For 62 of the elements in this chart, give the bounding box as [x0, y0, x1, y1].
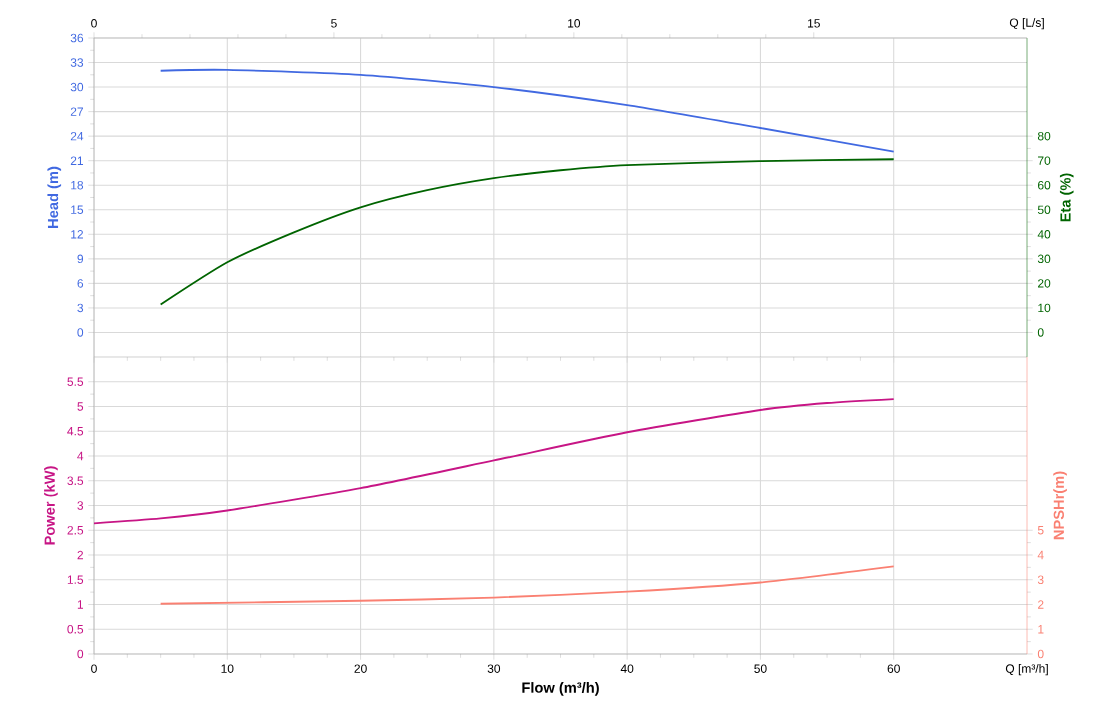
line-series — [159, 68, 895, 153]
y-tick-label: 1.5 — [67, 575, 84, 584]
y2-tick-label: 40 — [1037, 230, 1051, 239]
x2-tick-label: 15 — [808, 19, 820, 28]
y-tick-label: 4.5 — [67, 427, 84, 436]
y-tick-label: 3 — [77, 303, 84, 313]
y2-axis-title: NPSHr(m) — [1053, 471, 1067, 540]
y2-tick-label: 20 — [1038, 279, 1051, 288]
y2-tick-label: 5 — [1037, 526, 1044, 535]
y-tick-label: 15 — [71, 205, 84, 214]
x2-tick-label: 0 — [91, 19, 97, 28]
x2-axis-title: Q [L/s] — [1009, 18, 1044, 30]
y-tick-label: 5.5 — [67, 377, 84, 386]
y2-tick-label: 2 — [1038, 600, 1044, 609]
y2-tick-label: 50 — [1037, 205, 1051, 215]
x-tick-label: 10 — [221, 664, 234, 673]
y-tick-label: 0 — [77, 328, 84, 337]
y2-tick-label: 80 — [1037, 131, 1051, 141]
y-tick-label: 1 — [77, 600, 84, 609]
y-tick-label: 27 — [70, 107, 83, 116]
x-tick-label: 30 — [487, 664, 501, 673]
y2-axis-title: Eta (%) — [1059, 173, 1074, 222]
x2-tick-label: 10 — [568, 19, 581, 28]
y-axis-title: Head (m) — [47, 166, 62, 228]
line-series — [159, 565, 895, 605]
line-series — [93, 398, 895, 525]
y2-tick-label: 0 — [1037, 328, 1044, 337]
y2-tick-label: 70 — [1038, 156, 1051, 165]
y-tick-label: 0 — [77, 649, 84, 659]
y-tick-label: 36 — [70, 33, 84, 43]
x-tick-label: 60 — [887, 664, 900, 673]
x-tick-label: 50 — [754, 664, 767, 673]
y-tick-label: 2.5 — [67, 526, 84, 535]
y2-tick-label: 1 — [1038, 625, 1044, 634]
y-tick-label: 33 — [70, 58, 84, 67]
line-series — [159, 158, 895, 306]
y-tick-label: 21 — [70, 156, 84, 165]
x-tick-label: 0 — [91, 664, 97, 673]
y-tick-label: 2 — [77, 550, 83, 560]
y-tick-label: 4 — [77, 451, 84, 461]
y-tick-label: 12 — [71, 230, 83, 239]
y-tick-label: 30 — [70, 82, 84, 92]
y-tick-label: 9 — [77, 254, 84, 264]
y-tick-label: 0.5 — [67, 624, 84, 634]
y2-tick-label: 60 — [1038, 180, 1051, 190]
x-tick-label: 40 — [620, 664, 634, 673]
y-tick-label: 3 — [77, 501, 84, 510]
y2-tick-label: 3 — [1037, 575, 1044, 585]
y-tick-label: 18 — [71, 180, 84, 190]
x2-tick-label: 5 — [331, 19, 337, 28]
y-axis-title: Power (kW) — [44, 466, 58, 545]
x-tick-label: 20 — [354, 664, 367, 673]
y-tick-label: 5 — [77, 402, 84, 411]
y-tick-label: 3.5 — [67, 476, 84, 486]
y2-tick-label: 30 — [1037, 254, 1051, 264]
text: Q [m³/h] — [1005, 664, 1048, 676]
y2-tick-label: 4 — [1037, 550, 1044, 560]
y2-tick-label: 0 — [1037, 649, 1044, 659]
x-axis-title: Flow (m³/h) — [522, 682, 599, 696]
y-tick-label: 24 — [70, 131, 84, 141]
y2-tick-label: 10 — [1038, 303, 1051, 313]
y-tick-label: 6 — [77, 279, 84, 288]
